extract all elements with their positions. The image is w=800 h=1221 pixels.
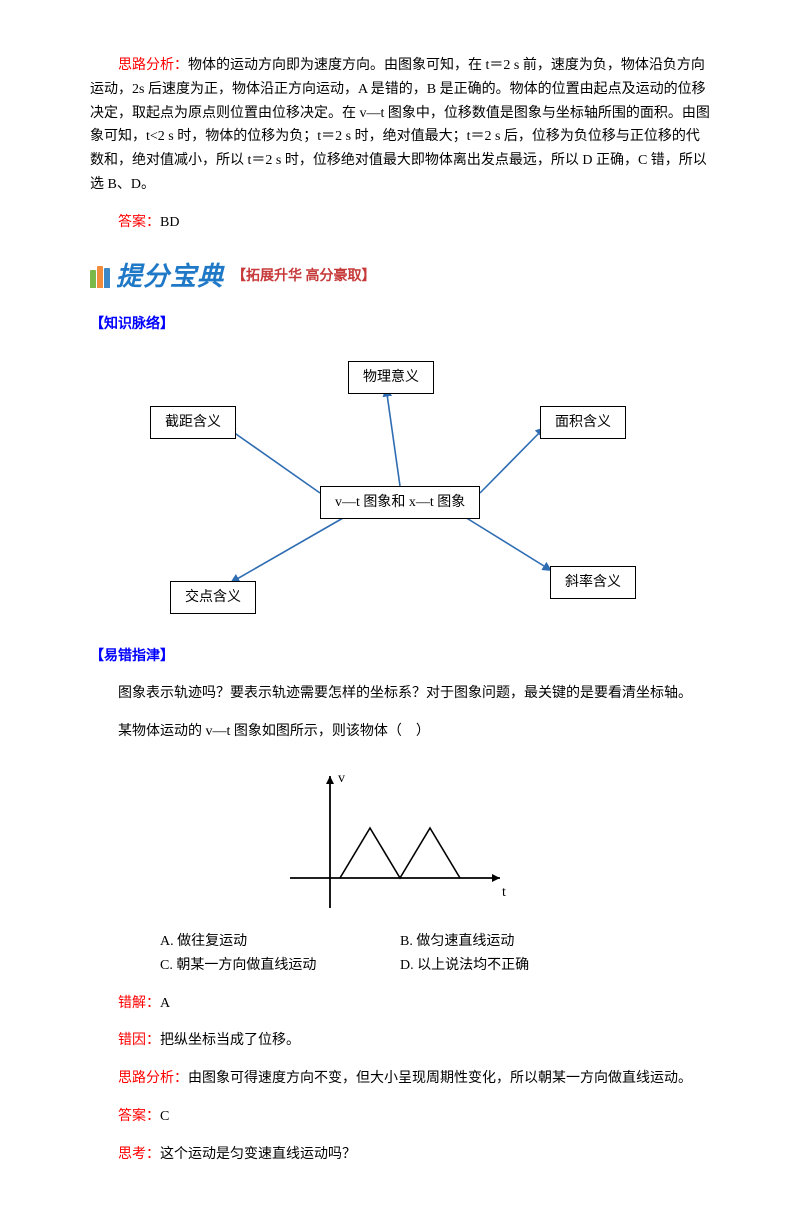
wrong-value: A: [160, 996, 170, 1011]
diagram-node-intercept: 截距含义: [150, 406, 236, 440]
mistake-intro2-a: 某物体运动的 v—t 图象如图所示，则该物体（: [118, 724, 402, 739]
answer1-label: 答案：: [118, 215, 160, 230]
answer2-line: 答案：C: [90, 1105, 710, 1129]
answer2-value: C: [160, 1109, 169, 1124]
section-knowledge-heading: 【知识脉络】: [90, 313, 710, 337]
option-b: B. 做匀速直线运动: [400, 930, 514, 954]
mistake-intro2-b: ）: [416, 724, 430, 739]
diagram-center-box: v—t 图象和 x—t 图象: [320, 486, 480, 520]
reason-value: 把纵坐标当成了位移。: [160, 1033, 300, 1048]
think-label: 思考：: [118, 1147, 160, 1162]
answer2-label: 答案：: [118, 1109, 160, 1124]
think-line: 思考：这个运动是匀变速直线运动吗？: [90, 1143, 710, 1167]
document-page: 思路分析：物体的运动方向即为速度方向。由图象可知，在 t＝2 s 前，速度为负，…: [0, 0, 800, 1221]
diagram-node-physical-meaning: 物理意义: [348, 361, 434, 395]
banner: 提分宝典 【拓展升华 高分豪取】: [90, 255, 710, 299]
analysis-paragraph: 思路分析：物体的运动方向即为速度方向。由图象可知，在 t＝2 s 前，速度为负，…: [90, 54, 710, 197]
mistake-intro1: 图象表示轨迹吗？要表示轨迹需要怎样的坐标系？对于图象问题，最关键的是要看清坐标轴…: [90, 682, 710, 706]
analysis-text: 物体的运动方向即为速度方向。由图象可知，在 t＝2 s 前，速度为负，物体沿负方…: [90, 58, 710, 192]
answer1-line: 答案：BD: [90, 211, 710, 235]
wrong-line: 错解：A: [90, 992, 710, 1016]
wrong-label: 错解：: [118, 996, 160, 1011]
answer1-value: BD: [160, 215, 179, 230]
option-a: A. 做往复运动: [160, 930, 400, 954]
analysis2-label: 思路分析：: [118, 1071, 188, 1086]
books-icon: [90, 266, 110, 288]
analysis-label: 思路分析：: [118, 58, 188, 73]
svg-text:t: t: [502, 885, 506, 900]
think-value: 这个运动是匀变速直线运动吗？: [160, 1147, 356, 1162]
section-knowledge-label: 【知识脉络】: [90, 317, 174, 332]
banner-title: 提分宝典: [116, 255, 224, 299]
diagram-node-slope: 斜率含义: [550, 566, 636, 600]
vt-chart: vt: [270, 758, 530, 918]
diagram-node-area: 面积含义: [540, 406, 626, 440]
section-mistake-heading: 【易错指津】: [90, 645, 710, 669]
option-d: D. 以上说法均不正确: [400, 954, 529, 978]
options-block: A. 做往复运动 B. 做匀速直线运动 C. 朝某一方向做直线运动 D. 以上说…: [160, 930, 710, 978]
concept-diagram: v—t 图象和 x—t 图象 物理意义 截距含义 面积含义 交点含义 斜率含义: [90, 351, 710, 631]
analysis2-text: 由图象可得速度方向不变，但大小呈现周期性变化，所以朝某一方向做直线运动。: [188, 1071, 692, 1086]
reason-label: 错因：: [118, 1033, 160, 1048]
banner-sub: 【拓展升华 高分豪取】: [232, 265, 376, 289]
svg-text:v: v: [338, 771, 345, 786]
mistake-intro2: 某物体运动的 v—t 图象如图所示，则该物体（ ）: [90, 720, 710, 744]
options-row-2: C. 朝某一方向做直线运动 D. 以上说法均不正确: [160, 954, 710, 978]
analysis2-line: 思路分析：由图象可得速度方向不变，但大小呈现周期性变化，所以朝某一方向做直线运动…: [90, 1067, 710, 1091]
section-mistake-label: 【易错指津】: [90, 649, 174, 664]
option-c: C. 朝某一方向做直线运动: [160, 954, 400, 978]
diagram-node-intersection: 交点含义: [170, 581, 256, 615]
options-row-1: A. 做往复运动 B. 做匀速直线运动: [160, 930, 710, 954]
reason-line: 错因：把纵坐标当成了位移。: [90, 1029, 710, 1053]
